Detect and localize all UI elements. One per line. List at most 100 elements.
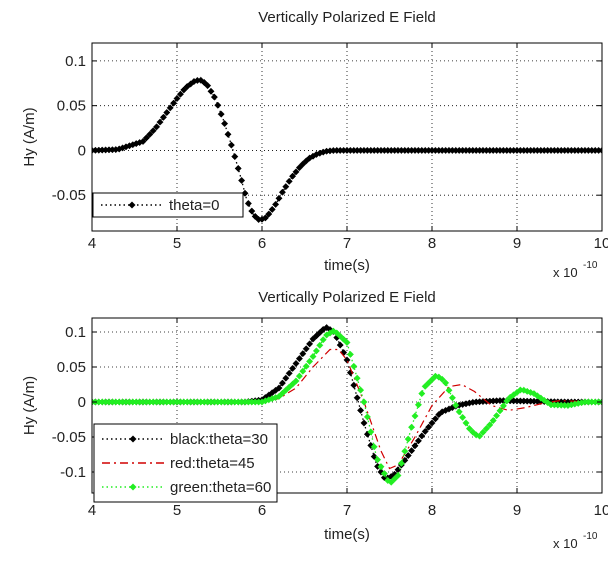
series-marker bbox=[414, 401, 422, 409]
series-marker bbox=[289, 172, 297, 180]
series-marker bbox=[180, 86, 188, 94]
series-marker bbox=[544, 399, 552, 407]
chart-panel-2: 4 5 6 7 8 9 10 -0.1 -0.05 0 0.05 0.1 Vertically Pola… bbox=[21, 289, 608, 551]
series-marker bbox=[244, 199, 252, 208]
series-marker bbox=[479, 428, 487, 436]
legend-marker-3 bbox=[129, 483, 137, 491]
y-tick-label: 0.05 bbox=[57, 98, 86, 115]
series-marker bbox=[442, 379, 450, 387]
series-marker bbox=[285, 369, 293, 377]
series-marker bbox=[537, 394, 545, 402]
x-tick-label: 4 bbox=[88, 502, 96, 519]
series-group bbox=[92, 324, 602, 486]
series-marker bbox=[418, 390, 426, 398]
series-marker bbox=[295, 355, 303, 363]
series-marker bbox=[425, 379, 433, 387]
x-tick-label: 8 bbox=[428, 502, 436, 519]
series-marker bbox=[302, 345, 310, 353]
series-marker bbox=[234, 164, 242, 172]
legend-marker-1 bbox=[128, 201, 136, 209]
x-tick-label: 7 bbox=[343, 235, 351, 252]
x-tick-label: 9 bbox=[513, 235, 521, 252]
series-marker bbox=[343, 356, 351, 364]
series-marker bbox=[414, 437, 422, 445]
y-axis-label: Hy (A/m) bbox=[21, 107, 38, 166]
series-marker bbox=[282, 374, 290, 382]
legend-box bbox=[92, 192, 244, 218]
x-tick-label: 10 bbox=[594, 502, 608, 519]
series-marker bbox=[207, 87, 215, 95]
x-tick-label: 6 bbox=[258, 502, 266, 519]
series-marker bbox=[306, 340, 314, 348]
series-marker bbox=[496, 407, 504, 415]
series-marker bbox=[394, 471, 402, 480]
series-marker bbox=[275, 194, 283, 202]
series-marker bbox=[404, 451, 412, 460]
x-tick-label: 4 bbox=[88, 235, 96, 252]
x-multiplier: x 10 bbox=[553, 536, 578, 551]
series-marker bbox=[248, 207, 256, 215]
series-marker bbox=[302, 362, 310, 370]
series-marker bbox=[503, 397, 511, 405]
series-marker bbox=[278, 379, 286, 387]
series-marker bbox=[261, 214, 269, 222]
y-tick-label: 0.1 bbox=[65, 324, 86, 341]
series-marker bbox=[360, 398, 368, 406]
series-marker bbox=[139, 137, 147, 146]
series-marker bbox=[489, 416, 497, 425]
series-marker bbox=[146, 130, 154, 138]
series-marker bbox=[309, 352, 317, 361]
y-tick-label: 0.05 bbox=[57, 359, 86, 376]
x-exponent: -10 bbox=[583, 260, 598, 271]
series-marker bbox=[210, 93, 218, 101]
x-multiplier: x 10 bbox=[553, 265, 578, 280]
series-marker bbox=[221, 120, 229, 128]
y-tick-label: -0.05 bbox=[52, 429, 86, 446]
series-marker bbox=[289, 364, 297, 372]
series-marker bbox=[455, 408, 463, 416]
x-tick-label: 10 bbox=[594, 235, 608, 252]
x-tick-label: 5 bbox=[173, 235, 181, 252]
series-marker bbox=[156, 118, 164, 126]
x-axis-label: time(s) bbox=[324, 526, 370, 543]
series-marker bbox=[170, 99, 178, 107]
series-marker bbox=[448, 394, 456, 402]
legend-label-1: theta=0 bbox=[169, 197, 219, 214]
series-marker bbox=[482, 425, 490, 433]
series-marker bbox=[204, 82, 212, 90]
series-marker bbox=[312, 347, 320, 355]
x-exponent: -10 bbox=[583, 531, 598, 542]
x-axis-label: time(s) bbox=[324, 257, 370, 274]
series-marker bbox=[295, 372, 303, 380]
chart-title: Vertically Polarized E Field bbox=[258, 9, 436, 26]
series-marker bbox=[540, 396, 548, 404]
series-marker bbox=[353, 394, 361, 402]
chart-title: Vertically Polarized E Field bbox=[258, 289, 436, 306]
series-marker bbox=[428, 419, 436, 427]
y-tick-label: -0.05 bbox=[52, 187, 86, 204]
series-line-3 bbox=[92, 329, 602, 485]
series-marker bbox=[357, 406, 365, 414]
series-marker bbox=[166, 104, 174, 112]
series-marker bbox=[214, 101, 222, 109]
series-marker bbox=[282, 183, 290, 191]
series-marker bbox=[357, 386, 365, 394]
series-marker bbox=[425, 423, 433, 431]
y-tick-label: 0 bbox=[78, 142, 86, 159]
series-marker bbox=[387, 478, 395, 486]
series-marker bbox=[292, 168, 300, 176]
series-marker bbox=[268, 205, 276, 213]
series-marker bbox=[306, 357, 314, 365]
series-marker bbox=[411, 412, 419, 420]
series-marker bbox=[408, 423, 416, 431]
series-marker bbox=[285, 177, 293, 185]
series-marker bbox=[173, 94, 181, 103]
series-marker bbox=[493, 412, 501, 420]
y-tick-label: 0 bbox=[78, 394, 86, 411]
series-marker bbox=[418, 432, 426, 440]
series-marker bbox=[176, 90, 184, 98]
series-marker bbox=[343, 338, 351, 347]
series-marker bbox=[401, 447, 409, 455]
x-tick-label: 8 bbox=[428, 235, 436, 252]
